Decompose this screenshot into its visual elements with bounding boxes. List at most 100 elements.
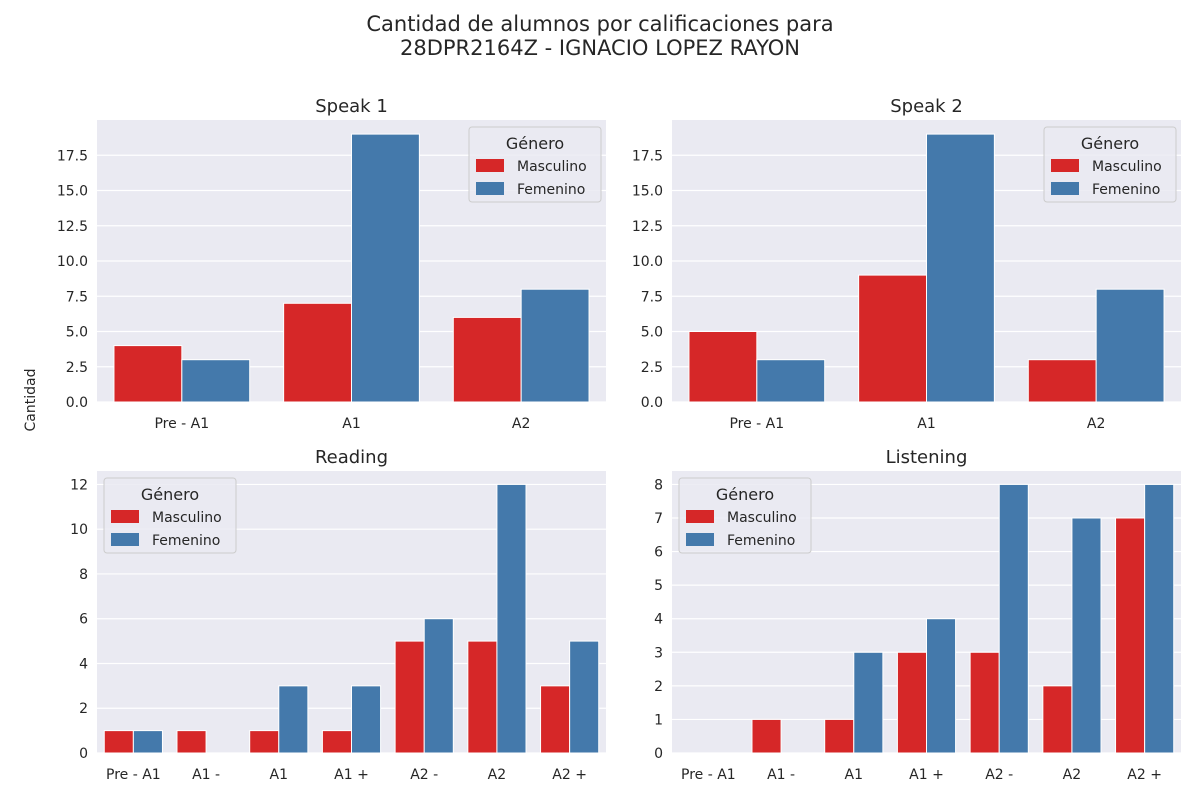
legend-label-masculino: Masculino [727, 510, 797, 526]
y-tick-label: 10.0 [57, 254, 88, 270]
x-tick-label: A1 [270, 767, 288, 783]
x-tick-label: Pre - A1 [106, 767, 161, 783]
y-tick-label: 7.5 [641, 289, 663, 305]
y-tick-label: 15.0 [632, 184, 663, 200]
bar-femenino-5 [1071, 517, 1102, 754]
legend: Género Masculino Femenino [103, 477, 237, 554]
bar-masculino-5 [467, 640, 498, 754]
legend-label-masculino: Masculino [517, 159, 587, 175]
legend-label-femenino: Femenino [517, 182, 585, 198]
bar-femenino-1 [351, 133, 420, 403]
legend-swatch-masculino [111, 510, 139, 523]
legend-swatch-femenino [686, 533, 714, 546]
y-tick-label: 0.0 [641, 395, 663, 411]
bar-femenino-0 [181, 359, 251, 403]
x-tick-label: A1 - [192, 767, 220, 783]
bar-masculino-2 [452, 316, 522, 403]
y-tick-label: 0 [79, 746, 88, 762]
bar-masculino-2 [1027, 359, 1097, 403]
legend: Género Masculino Femenino [1043, 126, 1177, 203]
bar-masculino-0 [688, 331, 758, 403]
bar-masculino-4 [394, 640, 425, 754]
x-tick-label: A2 + [552, 767, 587, 783]
y-tick-label: 0.0 [66, 395, 88, 411]
y-tick-label: 12 [70, 477, 88, 493]
chart-panel-3: 0 2 4 6 8 10 12 Pre - A1 A1 - A1 A1 + A2 - A2 A2 + Rea… [70, 447, 606, 783]
y-tick-label: 8 [654, 477, 663, 493]
bar-femenino-5 [496, 483, 527, 754]
y-tick-label: 8 [79, 567, 88, 583]
bar-masculino-0 [103, 730, 134, 754]
x-tick-label: A1 + [334, 767, 369, 783]
bar-masculino-1 [283, 302, 352, 403]
y-tick-label: 2 [654, 679, 663, 695]
y-tick-label: 7.5 [66, 289, 88, 305]
y-tick-label: 7 [654, 511, 663, 527]
y-tick-label: 15.0 [57, 184, 88, 200]
legend-swatch-femenino [1051, 182, 1079, 195]
legend-swatch-masculino [1051, 159, 1079, 172]
bar-masculino-6 [540, 685, 571, 754]
legend-label-femenino: Femenino [727, 533, 795, 549]
figure-title-line-2: 28DPR2164Z - IGNACIO LOPEZ RAYON [399, 36, 800, 60]
bar-femenino-3 [926, 618, 957, 754]
x-tick-label: A2 + [1127, 767, 1162, 783]
legend-label-femenino: Femenino [152, 533, 220, 549]
legend-title: Género [506, 134, 564, 153]
x-tick-label: Pre - A1 [681, 767, 736, 783]
y-tick-label: 4 [654, 612, 663, 628]
panel-title: Reading [315, 447, 388, 468]
legend-swatch-masculino [476, 159, 504, 172]
x-tick-label: A1 [917, 416, 935, 432]
y-tick-label: 12.5 [57, 219, 88, 235]
bar-femenino-3 [351, 685, 382, 754]
bar-masculino-5 [1042, 685, 1073, 754]
bar-masculino-3 [321, 730, 352, 754]
bar-femenino-2 [853, 651, 884, 754]
bar-femenino-1 [926, 133, 995, 403]
bar-masculino-1 [176, 730, 207, 754]
bar-femenino-6 [569, 640, 600, 754]
legend-swatch-femenino [476, 182, 504, 195]
y-tick-label: 5 [654, 578, 663, 594]
x-tick-label: Pre - A1 [154, 416, 209, 432]
x-tick-label: A1 [342, 416, 360, 432]
bar-masculino-1 [751, 718, 782, 754]
x-tick-label: A2 - [410, 767, 438, 783]
x-tick-label: Pre - A1 [729, 416, 784, 432]
bar-femenino-2 [1095, 288, 1165, 403]
bar-masculino-1 [858, 274, 928, 403]
chart-panel-4: 0 1 2 3 4 5 6 7 8 Pre - A1 A1 - A1 A1 + A2 - A2 A2 + Lis… [654, 447, 1181, 783]
x-tick-label: A2 [512, 416, 530, 432]
legend: Género Masculino Femenino [678, 477, 812, 554]
legend-title: Género [141, 485, 199, 504]
y-tick-label: 6 [79, 612, 88, 628]
legend-label-masculino: Masculino [1092, 159, 1162, 175]
bar-femenino-2 [278, 685, 309, 754]
legend: Género Masculino Femenino [468, 126, 602, 203]
x-tick-label: A2 - [985, 767, 1013, 783]
y-tick-label: 12.5 [632, 219, 663, 235]
bar-masculino-2 [249, 730, 280, 754]
figure-title-line-1: Cantidad de alumnos por calificaciones p… [366, 12, 834, 36]
legend-label-femenino: Femenino [1092, 182, 1160, 198]
y-tick-label: 4 [79, 656, 88, 672]
y-tick-label: 10.0 [632, 254, 663, 270]
y-tick-label: 17.5 [632, 148, 663, 164]
x-tick-label: A2 [1087, 416, 1105, 432]
bar-masculino-3 [896, 651, 928, 754]
panel-title: Listening [886, 447, 968, 468]
panel-title: Speak 2 [890, 96, 963, 117]
bar-masculino-2 [824, 718, 855, 754]
y-tick-label: 1 [654, 712, 663, 728]
bar-masculino-0 [113, 345, 183, 403]
bar-masculino-6 [1115, 517, 1146, 754]
bar-femenino-4 [423, 618, 454, 754]
bar-femenino-4 [998, 483, 1029, 754]
bar-femenino-0 [756, 359, 826, 403]
bar-femenino-2 [520, 288, 590, 403]
chart-panel-1: 0.0 2.5 5.0 7.5 10.0 12.5 15.0 17.5 Pre - A1 A1 A2… [57, 96, 606, 432]
y-tick-label: 3 [654, 645, 663, 661]
